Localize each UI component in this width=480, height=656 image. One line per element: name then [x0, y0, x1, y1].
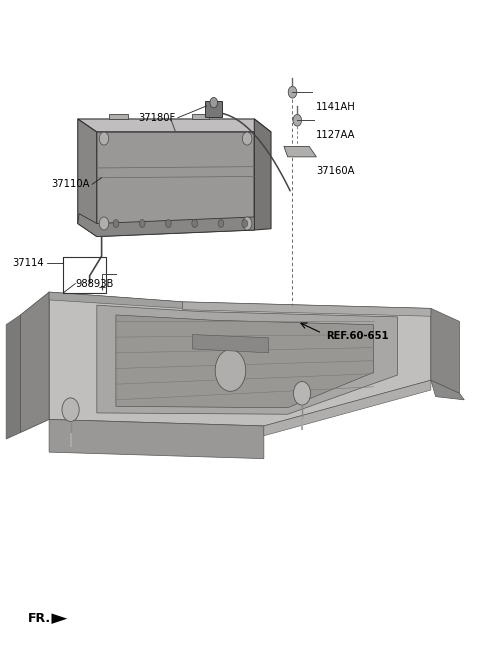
Polygon shape — [21, 292, 49, 432]
Polygon shape — [78, 119, 271, 132]
Circle shape — [242, 220, 248, 228]
Polygon shape — [254, 119, 271, 230]
Polygon shape — [49, 419, 264, 459]
Text: 1127AA: 1127AA — [316, 131, 356, 140]
Circle shape — [99, 217, 109, 230]
Circle shape — [139, 220, 145, 228]
Polygon shape — [183, 302, 431, 316]
Polygon shape — [192, 113, 209, 119]
Text: 37110A: 37110A — [51, 179, 90, 190]
Circle shape — [293, 382, 311, 405]
Circle shape — [215, 350, 246, 392]
Text: 37180F: 37180F — [138, 113, 176, 123]
Circle shape — [99, 132, 109, 145]
Circle shape — [166, 220, 171, 228]
Bar — [63, 256, 107, 293]
Circle shape — [242, 132, 252, 145]
Polygon shape — [192, 335, 269, 353]
Circle shape — [192, 220, 198, 228]
Polygon shape — [78, 214, 254, 237]
Text: 37160A: 37160A — [316, 166, 355, 176]
Text: 37114: 37114 — [12, 258, 44, 268]
Polygon shape — [109, 113, 128, 119]
Polygon shape — [264, 380, 431, 436]
Circle shape — [288, 87, 297, 98]
Text: REF.60-651: REF.60-651 — [326, 331, 388, 341]
Circle shape — [62, 398, 79, 421]
Polygon shape — [49, 292, 183, 308]
Polygon shape — [431, 308, 459, 394]
Circle shape — [218, 220, 224, 228]
Text: 98893B: 98893B — [75, 279, 114, 289]
Polygon shape — [51, 613, 67, 624]
Polygon shape — [49, 292, 431, 426]
Circle shape — [242, 217, 252, 230]
Polygon shape — [6, 315, 21, 439]
Polygon shape — [116, 315, 373, 407]
Circle shape — [210, 97, 217, 108]
Polygon shape — [78, 119, 97, 237]
Bar — [205, 101, 222, 117]
Polygon shape — [284, 146, 316, 157]
Circle shape — [293, 114, 301, 126]
Text: FR.: FR. — [28, 612, 51, 625]
Polygon shape — [97, 305, 397, 414]
Polygon shape — [97, 132, 254, 237]
Circle shape — [113, 220, 119, 228]
Text: 1141AH: 1141AH — [316, 102, 356, 112]
Polygon shape — [431, 380, 464, 400]
